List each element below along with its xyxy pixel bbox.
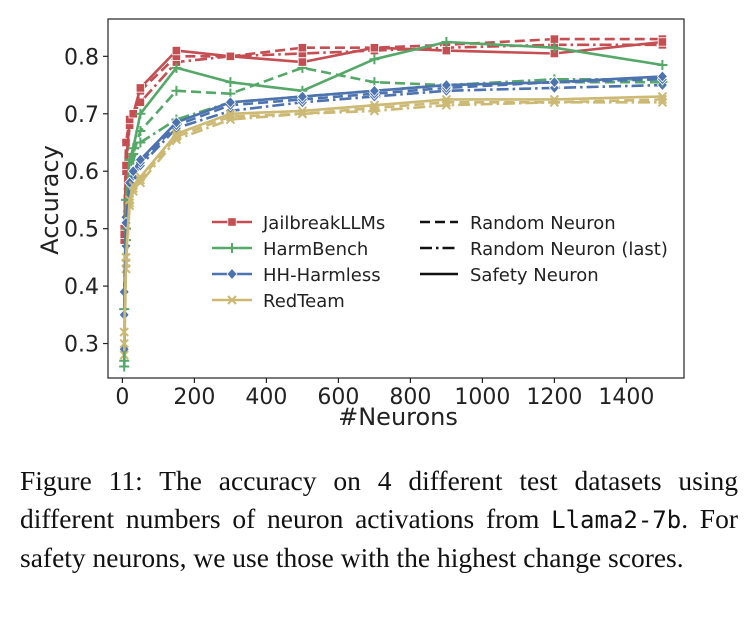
x-axis-label: #Neurons: [338, 403, 458, 431]
series-jailbreakllms-solid: [119, 37, 668, 239]
data-point: [656, 70, 668, 83]
data-point: [441, 94, 452, 105]
data-point: [128, 180, 138, 191]
data-point: [225, 77, 236, 88]
data-point: [128, 143, 139, 154]
y-tick-label: 0.4: [64, 275, 99, 300]
data-point: [441, 36, 452, 47]
legend: JailbreakLLMs HarmBench HH-Harmless RedTeam…: [212, 213, 668, 312]
data-point: [135, 108, 146, 119]
data-point: [119, 338, 129, 349]
data-point: [440, 78, 452, 92]
series-line: [122, 40, 663, 310]
y-tick-label: 0.5: [64, 218, 99, 243]
x-tick-label: 1200: [526, 385, 582, 410]
data-point: [171, 62, 182, 73]
data-point: [135, 172, 146, 182]
legend-item-redteam: RedTeam: [212, 291, 345, 312]
data-point: [297, 43, 308, 53]
series-hh-harmless-solid: [118, 70, 668, 321]
figure-caption: Figure 11: The accuracy on 4 different t…: [20, 462, 738, 577]
legend-item-random-neuron: Random Neuron: [420, 213, 616, 234]
axes: 0 200 400 600 800 1000 1200 1400 0.3 0.4 0.5 0.6 0.7…: [64, 18, 685, 410]
data-point: [135, 83, 145, 93]
caption-prefix: Figure 11: The accuracy on 4 different t…: [20, 465, 738, 534]
accuracy-line-chart: 0 200 400 600 800 1000 1200 1400 0.3 0.4 0.5 0.6 0.7…: [36, 18, 685, 431]
series-line: [122, 43, 663, 229]
legend-marker: [226, 267, 238, 281]
x-tick-label: 400: [245, 385, 287, 410]
y-tick-label: 0.3: [64, 333, 99, 358]
data-point: [548, 76, 560, 89]
data-point: [170, 116, 182, 129]
data-point: [441, 45, 452, 56]
legend-item-jailbreakllms: JailbreakLLMs: [212, 213, 385, 234]
legend-item-harmbench: HarmBench: [212, 239, 368, 260]
series-line: [122, 75, 663, 315]
series-line: [122, 98, 663, 344]
legend-marker: [227, 295, 237, 305]
legend-label: Random Neuron: [470, 213, 616, 234]
data-point: [121, 137, 131, 148]
y-tick-label: 0.8: [64, 45, 99, 70]
data-point: [369, 54, 380, 65]
data-point: [127, 165, 139, 178]
data-point: [296, 90, 308, 103]
data-point: [549, 94, 560, 105]
data-point: [549, 42, 560, 53]
legend-item-random-neuron-last-: Random Neuron (last): [420, 239, 668, 260]
legend-marker: [227, 217, 237, 227]
data-point: [224, 96, 236, 109]
data-point: [657, 91, 668, 102]
series-redteam-solid: [119, 91, 668, 337]
series-line: [122, 40, 663, 235]
y-axis-label: Accuracy: [36, 145, 64, 255]
x-tick-label: 800: [389, 385, 431, 410]
data-point: [368, 84, 380, 97]
y-tick-label: 0.6: [64, 160, 99, 185]
data-point: [297, 57, 308, 67]
data-point: [171, 129, 182, 139]
caption-suffix: . For safety neurons, we use those with …: [20, 503, 738, 573]
legend-label: Safety Neuron: [470, 265, 599, 286]
x-tick-label: 1000: [454, 385, 510, 410]
legend-item-hh-harmless: HH-Harmless: [212, 265, 381, 286]
data-point: [369, 43, 380, 53]
data-point: [134, 153, 146, 166]
legend-label: Random Neuron (last): [470, 239, 668, 260]
series-line: [122, 95, 663, 333]
data-point: [369, 100, 380, 110]
legend-label: HarmBench: [263, 239, 368, 260]
data-point: [549, 34, 560, 44]
legend-label: RedTeam: [263, 291, 345, 312]
data-point: [119, 327, 129, 337]
data-point: [225, 51, 235, 61]
legend-label: HH-Harmless: [263, 265, 381, 286]
x-tick-label: 0: [115, 385, 129, 410]
x-tick-label: 200: [173, 385, 215, 410]
caption-model-name: Llama2-7b: [551, 506, 682, 534]
y-tick-label: 0.7: [64, 103, 99, 128]
plot-area: [118, 34, 668, 372]
data-point: [657, 37, 668, 47]
plot-frame: [107, 18, 685, 379]
x-tick-label: 600: [317, 385, 359, 410]
legend-item-safety-neuron: Safety Neuron: [420, 265, 599, 286]
legend-label: JailbreakLLMs: [262, 213, 385, 234]
data-point: [119, 355, 130, 366]
legend-marker: [227, 243, 237, 253]
data-point: [171, 45, 181, 56]
data-point: [121, 252, 131, 263]
data-point: [124, 195, 135, 205]
series-line: [122, 37, 663, 241]
x-tick-label: 1400: [598, 385, 654, 410]
data-point: [657, 59, 668, 70]
data-point: [135, 175, 146, 185]
data-point: [124, 154, 135, 165]
data-point: [225, 109, 236, 119]
data-point: [171, 85, 182, 96]
series-jailbreakllms-dashdot: [119, 40, 668, 234]
data-point: [297, 106, 308, 116]
